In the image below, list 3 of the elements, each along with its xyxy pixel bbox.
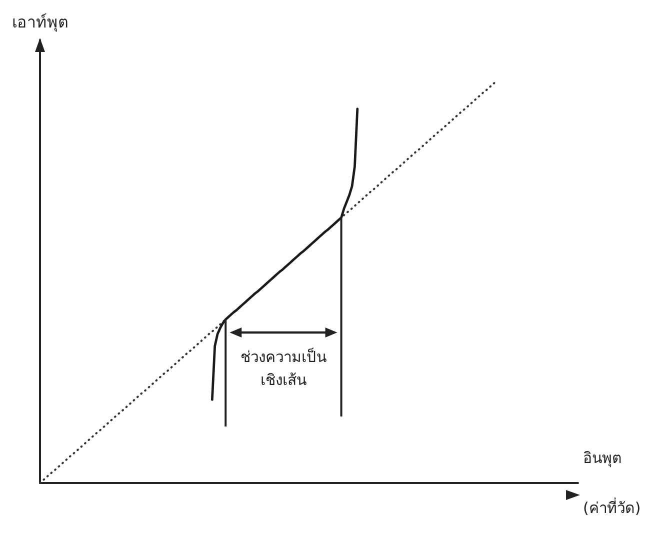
y-axis-title: เอาท์พุต: [12, 12, 68, 32]
annotation: ช่วงความเป็น เชิงเส้น: [240, 346, 326, 389]
text: อินพุต (ค่าที่วัด): [583, 449, 641, 517]
